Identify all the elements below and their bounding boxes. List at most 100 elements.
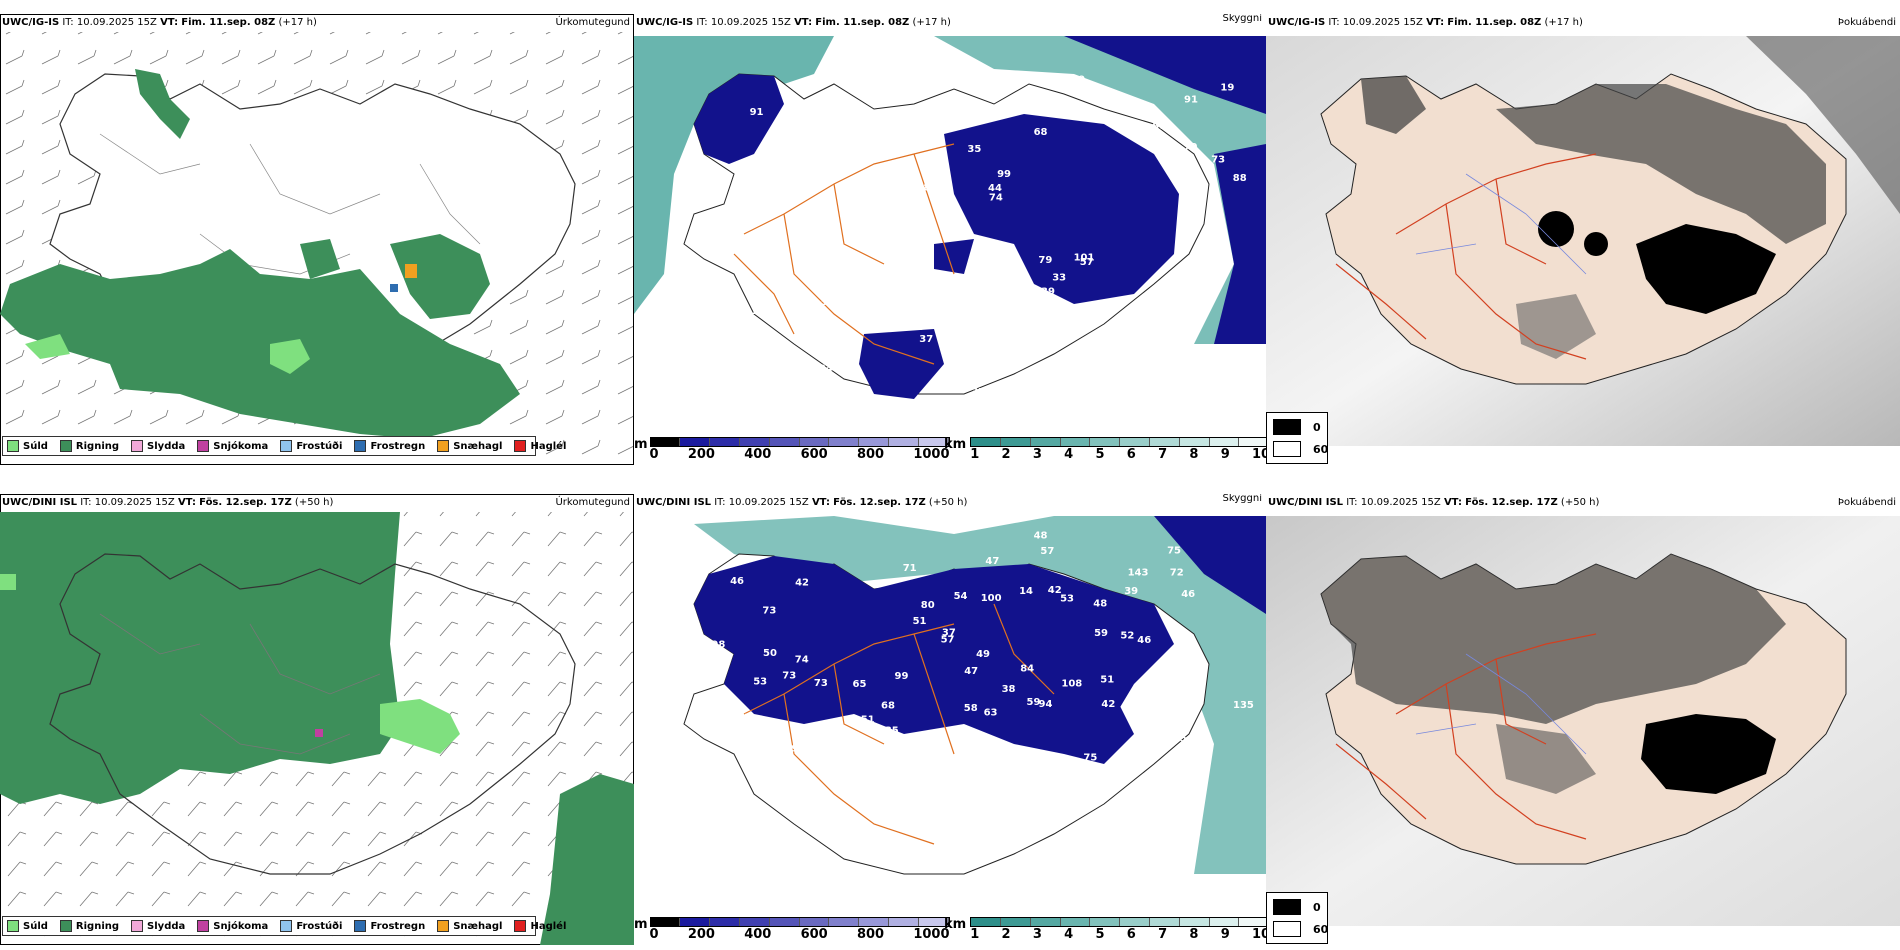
visibility-value-label: 51 [913, 616, 927, 627]
visibility-value-label: 88 [1233, 173, 1247, 184]
colorbar-swatch [1060, 918, 1091, 926]
colorbar-tick: 600 [800, 927, 828, 942]
valid-time-label: VT: [1426, 17, 1445, 28]
visibility-value-label: 79 [1038, 255, 1052, 266]
visibility-value-label: 99 [997, 169, 1011, 180]
model-name: UWC/DINI ISL [1268, 497, 1344, 508]
legend-item-rigning: Rigning [59, 920, 119, 932]
panel-title: Úrkomutegund [555, 17, 630, 28]
legend-item-snjokoma: Snjókoma [197, 440, 268, 452]
colorbar-tick: 5 [1095, 447, 1105, 462]
visibility-value-label: 143 [1128, 568, 1149, 579]
valid-time: Fös. 12.sep. 17Z [199, 497, 292, 508]
colorbar-tick: 1 [970, 927, 980, 942]
panel-precip-bottom: UWC/DINI ISL IT: 10.09.2025 15Z VT: Fös.… [0, 494, 634, 945]
colorbar-tick: 6 [1126, 447, 1136, 462]
valid-time-label: VT: [1443, 497, 1462, 508]
legend-item-snjokoma: Snjókoma [197, 920, 268, 932]
panel-title: Þokuábendi [1837, 497, 1896, 508]
colorbar-swatch [739, 438, 770, 446]
init-time: IT: 10.09.2025 15Z [696, 17, 791, 28]
visibility-value-label: 54 [954, 591, 968, 602]
panel-fog-bottom: UWC/DINI ISL IT: 10.09.2025 15Z VT: Fös.… [1266, 494, 1900, 945]
colorbar-tick: 2 [1001, 447, 1011, 462]
visibility-value-label: 68 [1034, 127, 1048, 138]
visibility-value-label: 42 [864, 151, 878, 162]
colorbar-tick: 3 [1032, 927, 1042, 942]
visibility-value-label: 31 [799, 319, 813, 330]
visibility-value-label: 52 [1120, 631, 1134, 642]
visibility-value-label: 98 [1185, 660, 1199, 671]
visibility-value-label: 91 [1184, 95, 1198, 106]
visibility-value-label: 75 [804, 338, 818, 349]
colorbar-tick: 800 [856, 447, 885, 462]
colorbar-swatch [918, 918, 949, 926]
rain-area-south [0, 249, 520, 439]
visibility-value-label: 98 [711, 640, 725, 651]
colorbar-kilometers: km 1 2 3 4 5 6 7 8 9 10 [944, 917, 1266, 942]
visibility-value-label: 42 [908, 763, 922, 774]
visibility-value-label: 42 [795, 578, 809, 589]
visibility-value-label: 39 [1041, 287, 1055, 298]
visibility-value-label: 108 [1061, 679, 1082, 690]
colorbar-tick: 8 [1189, 927, 1199, 942]
lead-time: (+50 h) [294, 497, 334, 508]
visibility-value-label: 51 [861, 714, 875, 725]
visibility-value-label: 69 [1071, 75, 1085, 86]
legend-item-haglel: Haglél [514, 920, 566, 932]
lead-time: (+17 h) [1544, 17, 1583, 28]
lead-time: (+17 h) [278, 17, 317, 28]
visibility-value-label: 61 [910, 202, 924, 213]
colorbar-tick: 10 [1252, 927, 1266, 942]
panel-title: Úrkomutegund [555, 497, 630, 508]
visibility-value-label: 46 [1028, 333, 1042, 344]
colorbar-tick: 1 [970, 447, 980, 462]
valid-time: Fös. 12.sep. 17Z [1465, 497, 1558, 508]
colorbar-unit-m: m [634, 917, 648, 932]
visibility-value-label: 58 [916, 182, 930, 193]
visibility-value-label: 19 [1220, 83, 1234, 94]
visibility-value-label: 73 [782, 670, 796, 681]
visibility-value-label: 49 [784, 744, 798, 755]
colorbar-swatch [799, 438, 830, 446]
init-time: IT: 10.09.2025 15Z [714, 497, 809, 508]
colorbar-unit-km: km [944, 437, 967, 452]
visibility-value-label: 108 [916, 60, 937, 71]
colorbar-swatch [1001, 918, 1031, 926]
colorbar-swatch [1149, 438, 1180, 446]
visibility-value-label: 48 [1034, 531, 1048, 542]
colorbar-tick: 4 [1064, 927, 1074, 942]
colorbar-tick: 0 [649, 927, 659, 942]
precip-legend: Súld Rigning Slydda Snjókoma Frostúði Fr… [2, 436, 566, 456]
visibility-value-label: 42 [1048, 585, 1062, 596]
visibility-value-label: 37 [971, 387, 985, 398]
colorbar-tick: 800 [856, 927, 885, 942]
visibility-value-label: 72 [1170, 567, 1184, 578]
visibility-value-label: 70 [720, 353, 734, 364]
visibility-value-label: 68 [881, 701, 895, 712]
colorbar-swatch [769, 438, 800, 446]
visibility-value-label: 99 [895, 671, 909, 682]
colorbar-swatch [739, 918, 770, 926]
colorbar-swatch [680, 918, 711, 926]
fog-area-dense [1636, 224, 1776, 314]
visibility-value-label: 37 [942, 627, 956, 638]
colorbar-tick: 7 [1158, 447, 1168, 462]
visibility-value-label: 58 [1051, 784, 1065, 795]
visibility-labels-bottom: 70 73 59 46 56 73 49 65 48 54 53 72 135 71 84 43 51 49 98 9… [694, 531, 1254, 795]
visibility-value-label: 70 [1151, 781, 1165, 792]
visibility-value-label: 43 [694, 664, 708, 675]
panel-header: UWC/IG-IS IT: 10.09.2025 15Z VT: Fim. 11… [0, 14, 634, 32]
visibility-value-label: 48 [1093, 598, 1107, 609]
colorbar-tick: 0 [649, 447, 659, 462]
visibility-value-label: 74 [989, 193, 1003, 204]
panel-header: UWC/IG-IS IT: 10.09.2025 15Z VT: Fim. 11… [1266, 14, 1900, 32]
visibility-value-label: 88 [914, 110, 928, 121]
colorbar-swatch [1179, 918, 1210, 926]
visibility-value-label: 50 [1147, 686, 1161, 697]
visibility-value-label: 35 [967, 144, 981, 155]
legend-item-frostudi: Frostúði [280, 440, 342, 452]
visibility-value-label: 75 [1083, 753, 1097, 764]
visibility-value-label: 84 [1175, 368, 1189, 379]
colorbar-swatch [859, 438, 889, 446]
